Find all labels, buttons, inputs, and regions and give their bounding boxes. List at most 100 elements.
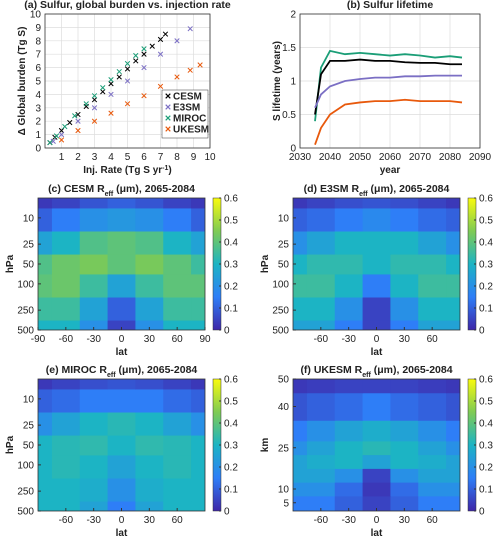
contour-cell [418,207,447,232]
contour-cell [135,379,164,390]
scatter-point [108,110,114,116]
contour-cell [418,254,447,275]
contour-cell [163,435,192,456]
panel-title: (d) E3SM Reff (μm), 2065-2084 [304,183,450,198]
contour-cell [418,231,447,255]
contour-cell [51,198,81,209]
y-tick-label: 50 [278,260,290,271]
contour-cell [293,379,308,394]
scatter-point [100,89,106,95]
x-tick-label: 6 [141,152,147,163]
contour-cell [293,420,308,442]
scatter-point [174,38,180,44]
contour-cell [38,207,53,232]
y-tick-label: 0.5 [282,110,296,121]
y-tick-label: 100 [272,279,289,290]
title-part: (μm), 2065-2084 [116,364,198,376]
contour-cell [334,440,364,456]
contour-cell [390,379,419,394]
contour-cell [334,198,364,209]
label-part: -1 [162,165,168,172]
colorbar-label: 0.5 [224,397,238,408]
contour-cell [107,320,136,330]
title-part: (μm), 2065-2084 [368,183,450,195]
colorbar-label: 0.3 [224,260,238,271]
x-axis-label: lat [371,528,383,539]
contour-cell [293,231,308,255]
contour-cell [38,435,53,456]
y-tick-label: 25 [278,240,290,251]
scatter-point [75,118,81,124]
line-series [314,49,463,122]
contour-cell [446,198,460,209]
contour-cell [306,273,336,298]
contour-cell [362,297,391,321]
y-axis-label: S lifetime (years) [272,41,283,121]
contour-cell [390,320,419,330]
contour-cell [191,198,205,209]
x-tick-label: 30 [144,515,156,526]
contour-cell [306,468,336,483]
y-tick-label: 5 [35,77,41,88]
scatter-point [133,52,139,59]
y-axis-label: km [260,438,271,453]
x-tick-label: 2050 [349,152,372,163]
contour-cell [191,207,205,232]
contour-cell [306,482,336,497]
contour-cell [390,454,419,469]
contour-cell [51,207,81,232]
contour-cell [163,198,192,209]
contour-cell [306,254,336,275]
colorbar-label: 0.2 [479,282,493,293]
scatter-point [62,123,68,130]
scatter-point [47,139,53,146]
scatter-point [116,74,122,80]
contour-cell [135,254,164,275]
line-series [314,58,462,115]
contour-cell [51,379,81,390]
x-tick-label: -30 [86,515,101,526]
contour-cell [163,478,192,502]
x-tick-label: 0 [374,515,380,526]
scatter-point [187,67,193,73]
colorbar-label: 0 [479,326,485,337]
contour-cell [135,501,164,511]
x-tick-label: 0 [119,515,125,526]
contour-cell [293,454,308,469]
y-tick-label: 4 [35,90,41,101]
contour-cell [293,320,308,330]
contour-cell [191,273,205,298]
y-axis-label: hPa [260,254,271,273]
y-tick-label: 50 [23,441,35,452]
contour-cell [446,495,460,511]
axes-frame [292,197,461,331]
contour-cell [446,482,460,497]
y-tick-label: 500 [272,326,289,337]
contour-cell [446,273,460,298]
x-tick-label: 60 [427,515,439,526]
colorbar-label: 0.6 [479,375,493,386]
contour-cell [38,454,53,479]
contour-cell [446,468,460,483]
legend-label: UKESM [173,125,209,136]
y-axis-label: Δ Global burden (Tg S) [17,27,28,136]
contour-cell [362,495,391,511]
contour-cell [390,273,419,298]
contour-cell [191,388,205,413]
contour-cell [418,495,447,511]
contour-cell [38,320,53,330]
x-tick-label: 2090 [469,152,492,163]
contour-cell [446,320,460,330]
contour-cell [163,412,192,436]
scatter-point [91,105,98,111]
x-axis-label: lat [116,347,128,358]
contour-cell [334,273,364,298]
x-tick-label: 2040 [319,152,342,163]
contour-cell [79,254,109,275]
contour-cell [334,482,364,497]
x-tick-label: 0 [119,334,125,345]
contour-cell [107,207,136,232]
contour-cell [79,231,109,255]
contour-cell [362,454,391,469]
scatter-point [91,93,98,99]
